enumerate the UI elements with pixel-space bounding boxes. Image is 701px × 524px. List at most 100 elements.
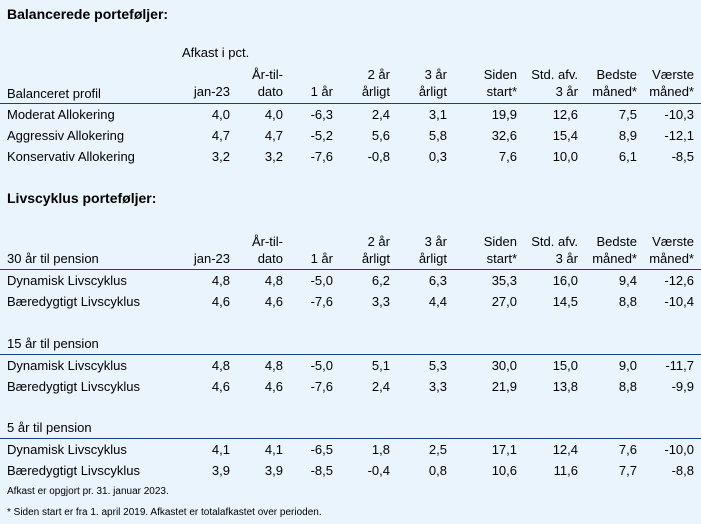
- lifecycle-2-1-cell-4: 0,8: [428, 463, 447, 478]
- lifecycle-0-1-cell-4: 4,4: [428, 294, 447, 309]
- lifecycle-0-0-cell-0: 4,8: [211, 273, 230, 288]
- lifecycle-1-0-cell-4: 5,3: [428, 358, 447, 373]
- lifecycle-header-col-2-line2: 1 år: [310, 251, 333, 266]
- balanced-header-col-3-line1: 2 år: [367, 67, 390, 82]
- balanced-header-col-8-line2: måned*: [649, 84, 694, 99]
- lifecycle-1-1-cell-1: 4,6: [264, 379, 283, 394]
- lifecycle-header-col-1-line1: År-til-: [251, 234, 283, 249]
- balanced-1-cell-1: 4,7: [264, 128, 283, 143]
- lifecycle-2-0-cell-7: 7,6: [618, 442, 637, 457]
- lifecycle-0-1-cell-7: 8,8: [618, 294, 637, 309]
- lifecycle-1-0-cell-5: 30,0: [491, 358, 517, 373]
- lifecycle-1-0-row-name: Dynamisk Livscyklus: [7, 358, 127, 373]
- balanced-2-cell-8: -8,5: [671, 149, 694, 164]
- balanced-header-col-4-line2: årligt: [418, 84, 447, 99]
- lifecycle-0-0-cell-1: 4,8: [264, 273, 283, 288]
- balanced-2-cell-6: 10,0: [552, 149, 578, 164]
- balanced-2-cell-1: 3,2: [264, 149, 283, 164]
- lifecycle-2-1-cell-0: 3,9: [211, 463, 230, 478]
- balanced-profile-header: Balanceret profil: [7, 86, 101, 101]
- lifecycle-header-col-0-line2: jan-23: [193, 251, 230, 266]
- lifecycle-2-0-row-name: Dynamisk Livscyklus: [7, 442, 127, 457]
- balanced-header-col-0-line2: jan-23: [193, 84, 230, 99]
- footnote-since-start: * Siden start er fra 1. april 2019. Afka…: [7, 507, 322, 518]
- lifecycle-1-0-cell-0: 4,8: [211, 358, 230, 373]
- balanced-1-cell-0: 4,7: [211, 128, 230, 143]
- balanced-0-cell-5: 19,9: [491, 107, 517, 122]
- section-lifecycle-title: Livscyklus porteføljer:: [7, 190, 157, 206]
- lifecycle-2-0-cell-2: -6,5: [310, 442, 333, 457]
- balanced-0-cell-7: 7,5: [618, 107, 637, 122]
- lifecycle-0-1-cell-3: 3,3: [371, 294, 390, 309]
- lifecycle-0-1-row-name: Bæredygtigt Livscyklus: [7, 294, 140, 309]
- balanced-0-row-name: Moderat Allokering: [7, 107, 115, 122]
- lifecycle-1-1-cell-4: 3,3: [428, 379, 447, 394]
- balanced-0-cell-6: 12,6: [552, 107, 578, 122]
- lifecycle-2-1-cell-3: -0,4: [367, 463, 390, 478]
- balanced-1-cell-3: 5,6: [371, 128, 390, 143]
- lifecycle-0-1-cell-5: 27,0: [491, 294, 517, 309]
- lifecycle-2-0-cell-6: 12,4: [552, 442, 578, 457]
- lifecycle-1-0-cell-1: 4,8: [264, 358, 283, 373]
- lifecycle-header-col-8-line2: måned*: [649, 251, 694, 266]
- lifecycle-1-0-cell-2: -5,0: [310, 358, 333, 373]
- balanced-1-cell-7: 8,9: [618, 128, 637, 143]
- lifecycle-1-0-cell-8: -11,7: [665, 358, 694, 373]
- lifecycle-group-rule-2: [0, 438, 701, 439]
- lifecycle-0-0-cell-4: 6,3: [428, 273, 447, 288]
- balanced-1-cell-2: -5,2: [310, 128, 333, 143]
- balanced-header-col-1-line2: dato: [257, 84, 283, 99]
- lifecycle-0-0-cell-7: 9,4: [618, 273, 637, 288]
- lifecycle-header-col-4-line1: 3 år: [424, 234, 447, 249]
- lifecycle-header-col-4-line2: årligt: [418, 251, 447, 266]
- balanced-1-cell-5: 32,6: [491, 128, 517, 143]
- balanced-0-cell-3: 2,4: [371, 107, 390, 122]
- balanced-1-row-name: Aggressiv Allokering: [7, 128, 125, 143]
- lifecycle-2-1-cell-5: 10,6: [491, 463, 517, 478]
- lifecycle-2-0-cell-1: 4,1: [264, 442, 283, 457]
- lifecycle-2-1-row-name: Bæredygtigt Livscyklus: [7, 463, 140, 478]
- lifecycle-1-1-cell-8: -9,9: [671, 379, 694, 394]
- balanced-header-col-6-line1: Std. afv.: [531, 67, 578, 82]
- lifecycle-1-0-cell-7: 9,0: [618, 358, 637, 373]
- lifecycle-header-col-8-line1: Værste: [652, 234, 694, 249]
- balanced-header-col-7-line2: måned*: [592, 84, 637, 99]
- section-balanced-title: Balancerede porteføljer:: [7, 6, 169, 22]
- balanced-0-cell-4: 3,1: [428, 107, 447, 122]
- lifecycle-1-0-cell-3: 5,1: [371, 358, 390, 373]
- lifecycle-0-0-cell-5: 35,3: [491, 273, 517, 288]
- lifecycle-1-1-cell-6: 13,8: [552, 379, 578, 394]
- lifecycle-2-1-cell-7: 7,7: [618, 463, 637, 478]
- lifecycle-group-rule-0: [0, 269, 701, 270]
- lifecycle-2-0-cell-4: 2,5: [428, 442, 447, 457]
- lifecycle-0-1-cell-2: -7,6: [310, 294, 333, 309]
- balanced-header-col-8-line1: Værste: [652, 67, 694, 82]
- lifecycle-header-col-7-line2: måned*: [592, 251, 637, 266]
- balanced-1-cell-4: 5,8: [428, 128, 447, 143]
- lifecycle-0-1-cell-0: 4,6: [211, 294, 230, 309]
- balanced-2-cell-0: 3,2: [211, 149, 230, 164]
- lifecycle-1-1-row-name: Bæredygtigt Livscyklus: [7, 379, 140, 394]
- lifecycle-group-heading-1: 15 år til pension: [7, 336, 99, 351]
- balanced-0-cell-8: -10,3: [664, 107, 694, 122]
- lifecycle-header-col-5-line2: start*: [486, 251, 517, 266]
- lifecycle-2-1-cell-6: 11,6: [553, 463, 578, 478]
- lifecycle-1-1-cell-5: 21,9: [491, 379, 517, 394]
- balanced-header-rule: [0, 103, 701, 104]
- lifecycle-header-col-7-line1: Bedste: [596, 234, 637, 249]
- balanced-2-cell-4: 0,3: [428, 149, 447, 164]
- balanced-header-col-5-line1: Siden: [483, 67, 517, 82]
- balanced-header-col-3-line2: årligt: [361, 84, 390, 99]
- lifecycle-group-heading-0: 30 år til pension: [7, 251, 99, 266]
- lifecycle-header-col-6-line2: 3 år: [555, 251, 578, 266]
- lifecycle-0-1-cell-6: 14,5: [552, 294, 578, 309]
- lifecycle-2-1-cell-1: 3,9: [264, 463, 283, 478]
- lifecycle-0-1-cell-1: 4,6: [264, 294, 283, 309]
- lifecycle-header-col-1-line2: dato: [257, 251, 283, 266]
- lifecycle-0-0-cell-3: 6,2: [371, 273, 390, 288]
- balanced-1-cell-8: -12,1: [664, 128, 694, 143]
- lifecycle-0-0-cell-6: 16,0: [552, 273, 578, 288]
- balanced-header-col-5-line2: start*: [486, 84, 517, 99]
- balanced-header-col-6-line2: 3 år: [555, 84, 578, 99]
- lifecycle-group-heading-2: 5 år til pension: [7, 420, 92, 435]
